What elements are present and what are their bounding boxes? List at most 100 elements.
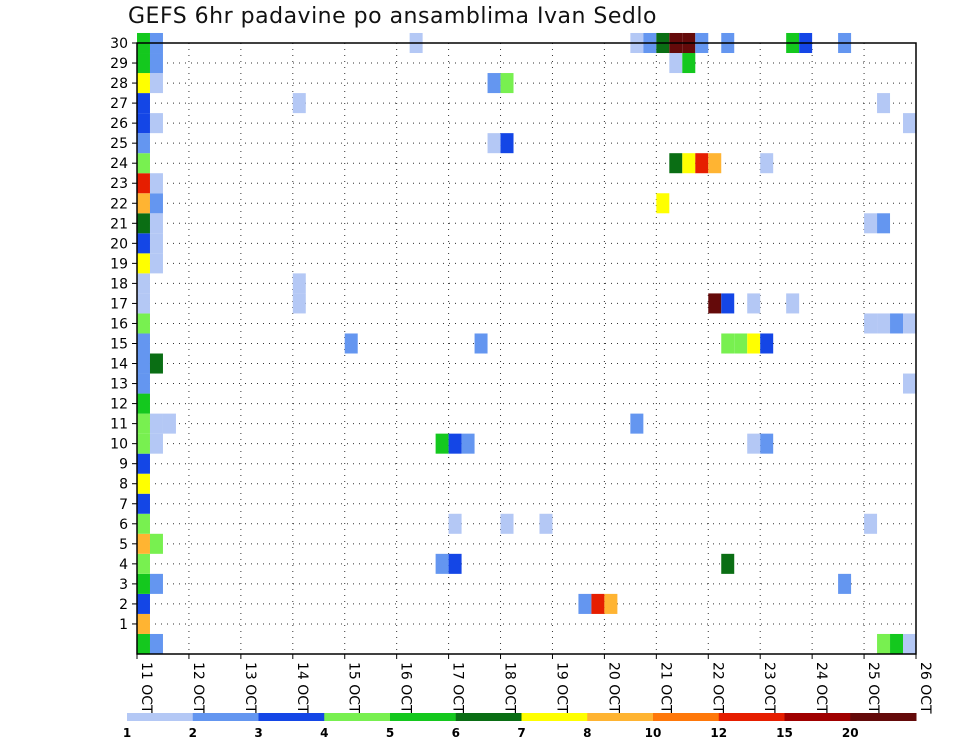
x-tick-label: 16 OCT bbox=[398, 662, 414, 714]
x-tick-label: 13 OCT bbox=[242, 662, 258, 714]
heatmap-cell bbox=[344, 333, 358, 354]
x-tick-label: 15 OCT bbox=[346, 662, 362, 714]
heatmap-cell bbox=[539, 513, 553, 534]
heatmap-cell bbox=[864, 313, 878, 334]
plot-frame bbox=[136, 42, 917, 655]
heatmap-cell bbox=[877, 633, 891, 654]
colorbar-segment bbox=[718, 713, 785, 721]
colorbar-segment bbox=[390, 713, 457, 721]
heatmap-cell bbox=[903, 633, 916, 654]
y-tick-label: 24 bbox=[110, 156, 128, 172]
colorbar-label: 15 bbox=[776, 726, 793, 740]
y-tick-label: 3 bbox=[119, 577, 128, 593]
y-tick-label: 14 bbox=[110, 357, 128, 373]
heatmap-cell bbox=[487, 133, 501, 154]
colorbar: 1 2 3 4 5 6 7 8 10 12 15 20 bbox=[123, 713, 917, 740]
colorbar-segment bbox=[127, 713, 194, 721]
cells-layer bbox=[137, 32, 916, 654]
heatmap-cell bbox=[734, 333, 748, 354]
heatmap-cell bbox=[838, 573, 852, 594]
chart-title: GEFS 6hr padavine po ansamblima Ivan Sed… bbox=[128, 4, 657, 29]
heatmap-cell bbox=[137, 113, 150, 134]
colorbar-segment bbox=[192, 713, 259, 721]
heatmap-cell bbox=[786, 293, 800, 314]
heatmap-cell bbox=[137, 593, 150, 614]
heatmap-cell bbox=[877, 213, 891, 234]
heatmap-cell bbox=[747, 333, 761, 354]
y-tick-label: 13 bbox=[110, 377, 128, 393]
y-tick-label: 29 bbox=[110, 56, 128, 72]
heatmap-cell bbox=[149, 233, 163, 254]
y-tick-label: 10 bbox=[110, 437, 128, 453]
heatmap-cell bbox=[604, 593, 618, 614]
heatmap-cell bbox=[149, 413, 163, 434]
heatmap-cell bbox=[630, 413, 644, 434]
x-tick-label: 20 OCT bbox=[605, 662, 621, 714]
y-tick-label: 12 bbox=[110, 397, 128, 413]
colorbar-label: 7 bbox=[517, 726, 525, 740]
heatmap-cell bbox=[500, 133, 514, 154]
y-tick-label: 15 bbox=[110, 336, 128, 352]
x-tick-label: 21 OCT bbox=[657, 662, 673, 714]
heatmap-cell bbox=[669, 53, 683, 74]
heatmap-cell bbox=[448, 553, 462, 574]
heatmap-cell bbox=[890, 633, 904, 654]
colorbar-label: 12 bbox=[710, 726, 727, 740]
heatmap-cell bbox=[137, 293, 150, 314]
heatmap-cell bbox=[137, 373, 150, 394]
heatmap-cell bbox=[137, 273, 150, 294]
y-tick-label: 20 bbox=[110, 236, 128, 252]
heatmap-cell bbox=[760, 333, 774, 354]
heatmap-cell bbox=[149, 113, 163, 134]
colorbar-label: 5 bbox=[386, 726, 394, 740]
colorbar-label: 10 bbox=[645, 726, 662, 740]
y-tick-label: 18 bbox=[110, 276, 128, 292]
heatmap-cell bbox=[864, 513, 878, 534]
y-tick-label: 4 bbox=[119, 557, 128, 573]
heatmap-cell bbox=[137, 633, 150, 654]
colorbar-label: 8 bbox=[583, 726, 591, 740]
heatmap-cell bbox=[292, 273, 306, 294]
colorbar-label: 6 bbox=[452, 726, 460, 740]
y-tick-label: 23 bbox=[110, 176, 128, 192]
heatmap-cell bbox=[149, 573, 163, 594]
heatmap-cell bbox=[903, 373, 916, 394]
colorbar-segment bbox=[850, 713, 917, 721]
heatmap-cell bbox=[890, 313, 904, 334]
heatmap-cell bbox=[149, 53, 163, 74]
heatmap-cell bbox=[500, 513, 514, 534]
heatmap-cell bbox=[137, 313, 150, 334]
y-tick-label: 22 bbox=[110, 196, 128, 212]
heatmap-cell bbox=[721, 293, 735, 314]
heatmap-cell bbox=[149, 193, 163, 214]
x-tick-label: 19 OCT bbox=[553, 662, 569, 714]
heatmap-cell bbox=[149, 73, 163, 94]
y-tick-label: 25 bbox=[110, 136, 128, 152]
x-tick-label: 24 OCT bbox=[813, 662, 829, 714]
heatmap-cell bbox=[137, 473, 150, 494]
y-tick-label: 28 bbox=[110, 76, 128, 92]
colorbar-label: 3 bbox=[254, 726, 262, 740]
heatmap-cell bbox=[682, 153, 696, 174]
heatmap-cell bbox=[162, 413, 176, 434]
heatmap-cell bbox=[656, 193, 670, 214]
heatmap-cell bbox=[137, 393, 150, 414]
heatmap-cell bbox=[137, 533, 150, 554]
heatmap-cell bbox=[149, 353, 163, 374]
colorbar-segment bbox=[653, 713, 720, 721]
heatmap-cell bbox=[137, 573, 150, 594]
heatmap-cell bbox=[137, 453, 150, 474]
heatmap-cell bbox=[137, 613, 150, 634]
heatmap-cell bbox=[578, 593, 592, 614]
heatmap-cell bbox=[137, 153, 150, 174]
x-tick-label: 25 OCT bbox=[865, 662, 881, 714]
y-tick-label: 27 bbox=[110, 96, 128, 112]
heatmap-cell bbox=[435, 553, 449, 574]
heatmap-cell bbox=[292, 93, 306, 114]
colorbar-label: 2 bbox=[189, 726, 197, 740]
heatmap-cell bbox=[137, 433, 150, 454]
y-tick-label: 17 bbox=[110, 296, 128, 312]
colorbar-label: 4 bbox=[320, 726, 328, 740]
heatmap-cell bbox=[137, 193, 150, 214]
x-tick-label: 14 OCT bbox=[294, 662, 310, 714]
